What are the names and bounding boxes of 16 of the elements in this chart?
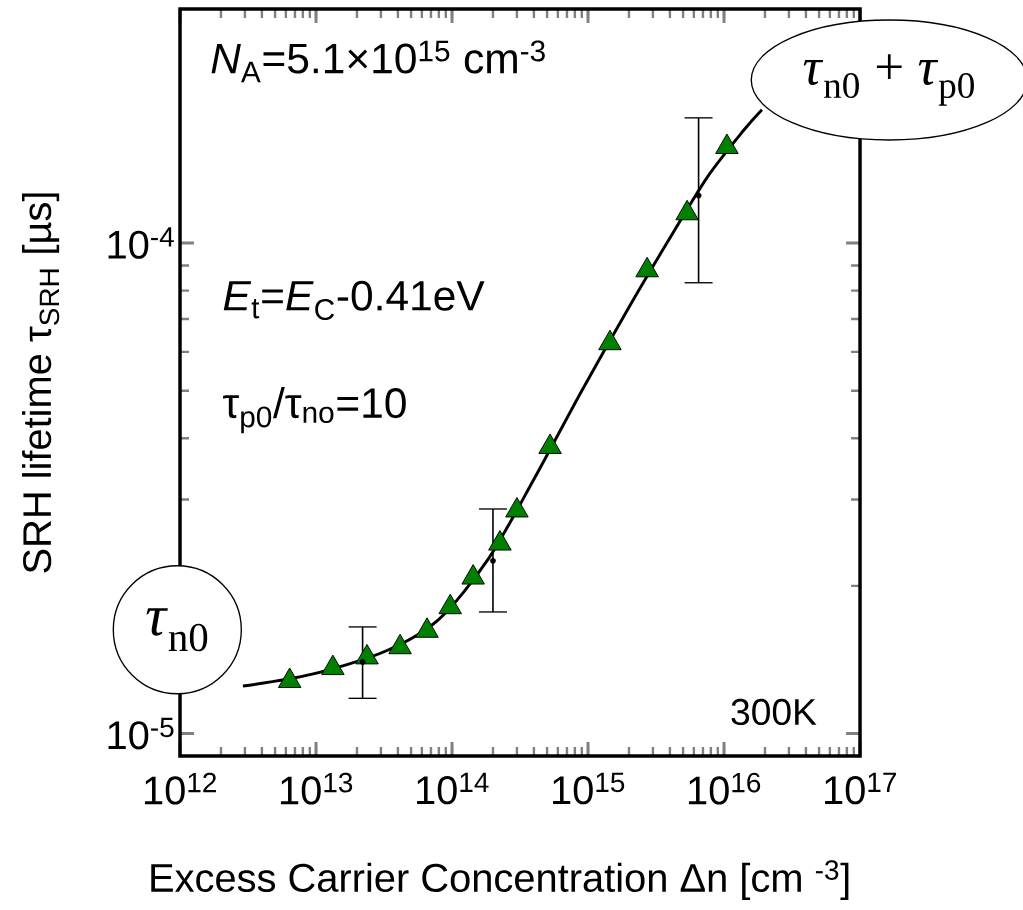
x-tick-label: 10$^{13}$ [281,772,353,805]
annotation: τ$_{n0}$ [146,608,208,652]
annotation: τ$_{n0}$ + τ$_{p0}$ [803,54,974,106]
x-tick-label: 10$^{12}$ [145,772,216,805]
y-tick-label: 10$^{-4}$ [108,227,174,259]
annotation: τ$_{p0}$/τ$_{no}$=10 [223,386,406,434]
x-tick-label: 10$^{15}$ [553,772,625,805]
x-axis-title: Excess Carrier Concentration Δn [cm $^{-3}$] [151,860,849,900]
y-tick-label: 10$^{-5}$ [108,717,174,750]
x-tick-label: 10$^{14}$ [417,772,489,805]
y-axis-title: SRH lifetime τ$_{SRH}$ [µs] [22,193,60,573]
x-tick-label: 10$^{16}$ [689,772,761,805]
annotation: 300K [731,698,817,726]
annotation: E$_{t}$=E$_{C}$-0.41eV [223,280,485,321]
x-tick-label: 10$^{17}$ [825,772,896,805]
annotation: N$_{A}$=5.1×10$^{15}$ cm$^{-3}$ [211,40,545,83]
